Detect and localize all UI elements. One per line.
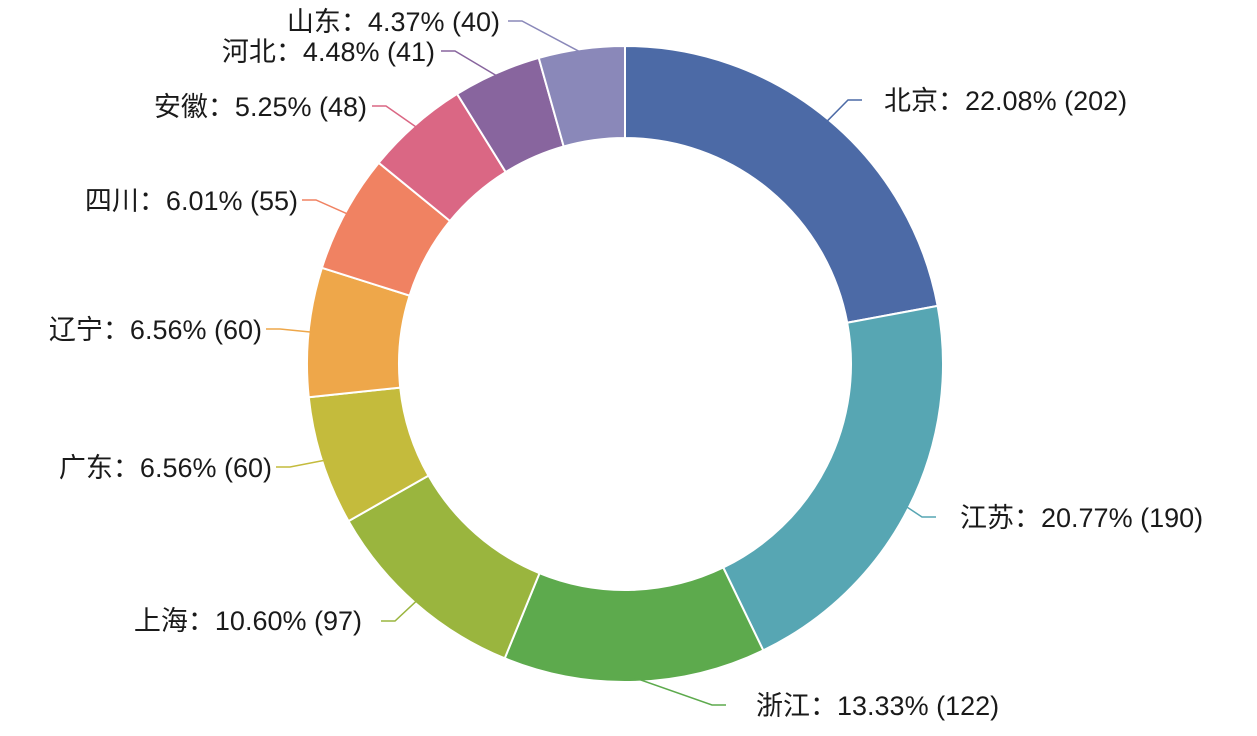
leader-line-5 [266,328,313,333]
leader-line-7 [372,105,419,129]
slice-label-7: 安徽：5.25% (48) [154,92,367,122]
slice-label-1: 江苏：20.77% (190) [960,503,1203,533]
slice-label-3: 上海：10.60% (97) [134,606,362,636]
leader-line-8 [441,50,499,78]
slice-labels-group: 北京：22.08% (202) 江苏：20.77% (190) 浙江：13.33% … [49,7,1203,721]
leader-line-3 [381,599,419,622]
slice-label-9: 山东：4.37% (40) [287,7,500,37]
leader-line-4 [276,459,327,468]
leader-line-6 [302,199,350,216]
slice-label-6: 四川：6.01% (55) [85,186,298,216]
slice-label-5: 辽宁：6.56% (60) [49,315,262,345]
slice-label-4: 广东：6.56% (60) [59,453,272,483]
slice-label-8: 河北：4.48% (41) [222,37,435,67]
slices-group [306,44,944,683]
leader-lines-group [266,20,936,706]
slice-2 [503,566,765,683]
slice-label-0: 北京：22.08% (202) [884,86,1127,116]
leader-line-0 [825,99,862,124]
leader-line-1 [904,505,936,518]
slice-9 [537,44,626,148]
slice-label-2: 浙江：13.33% (122) [756,691,999,721]
leader-line-2 [634,677,726,706]
slice-1 [721,304,944,652]
leader-line-9 [508,20,583,54]
